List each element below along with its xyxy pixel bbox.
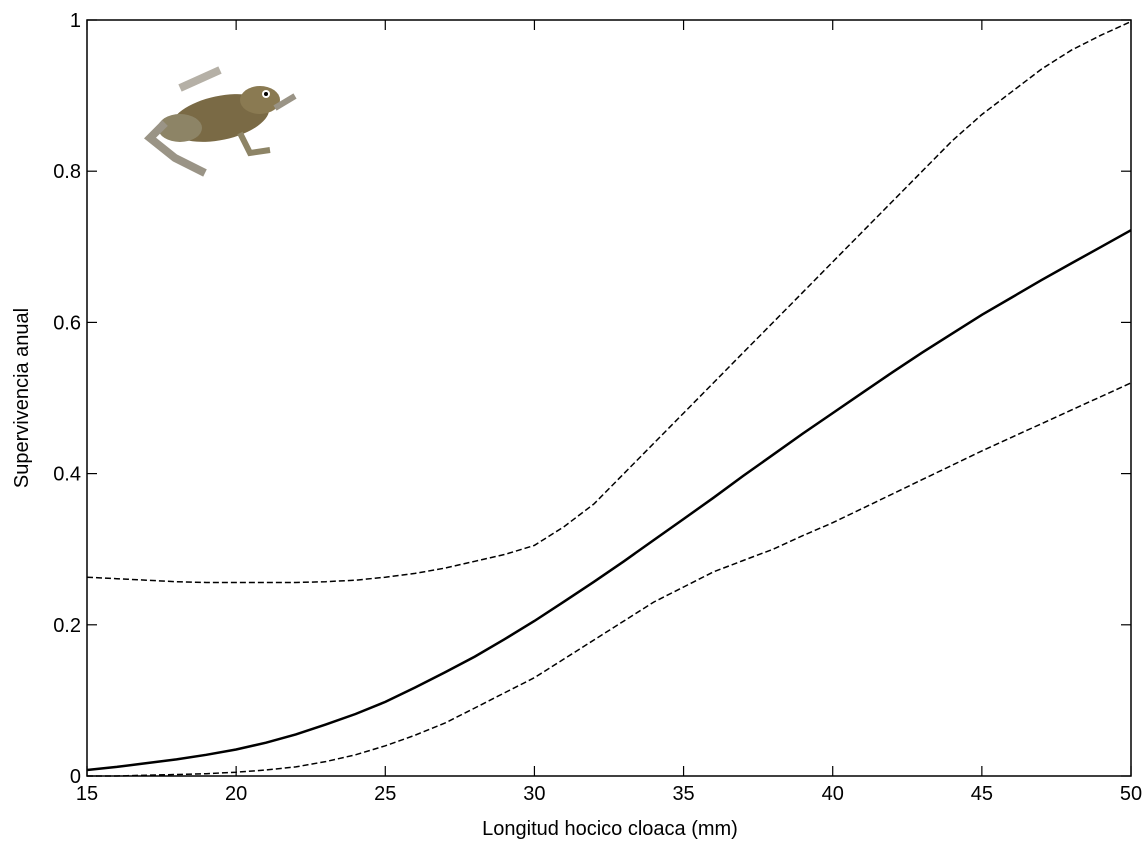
y-tick-label: 0.2 xyxy=(53,615,81,637)
x-tick-label: 50 xyxy=(1120,783,1142,805)
confidence-line xyxy=(86,20,1132,584)
x-tick-label: 30 xyxy=(523,783,545,805)
y-tick-label: 0.8 xyxy=(53,161,81,183)
x-tick-label: 20 xyxy=(225,783,247,805)
estimate-line xyxy=(86,229,1132,772)
y-tick-label: 0 xyxy=(70,766,81,788)
frog-illustration xyxy=(144,66,297,177)
y-tick-label: 1 xyxy=(70,10,81,32)
y-axis-label: Supervivencia anual xyxy=(11,308,33,488)
y-tick-label: 0.6 xyxy=(53,312,81,334)
x-axis-label: Longitud hocico cloaca (mm) xyxy=(482,818,738,840)
x-tick-label: 15 xyxy=(76,783,98,805)
y-tick-label: 0.4 xyxy=(53,464,81,486)
confidence-line xyxy=(87,382,1132,777)
x-tick-label: 25 xyxy=(374,783,396,805)
plot-frame xyxy=(86,19,1132,777)
x-tick-label: 45 xyxy=(971,783,993,805)
x-tick-label: 35 xyxy=(672,783,694,805)
x-tick-label: 40 xyxy=(822,783,844,805)
